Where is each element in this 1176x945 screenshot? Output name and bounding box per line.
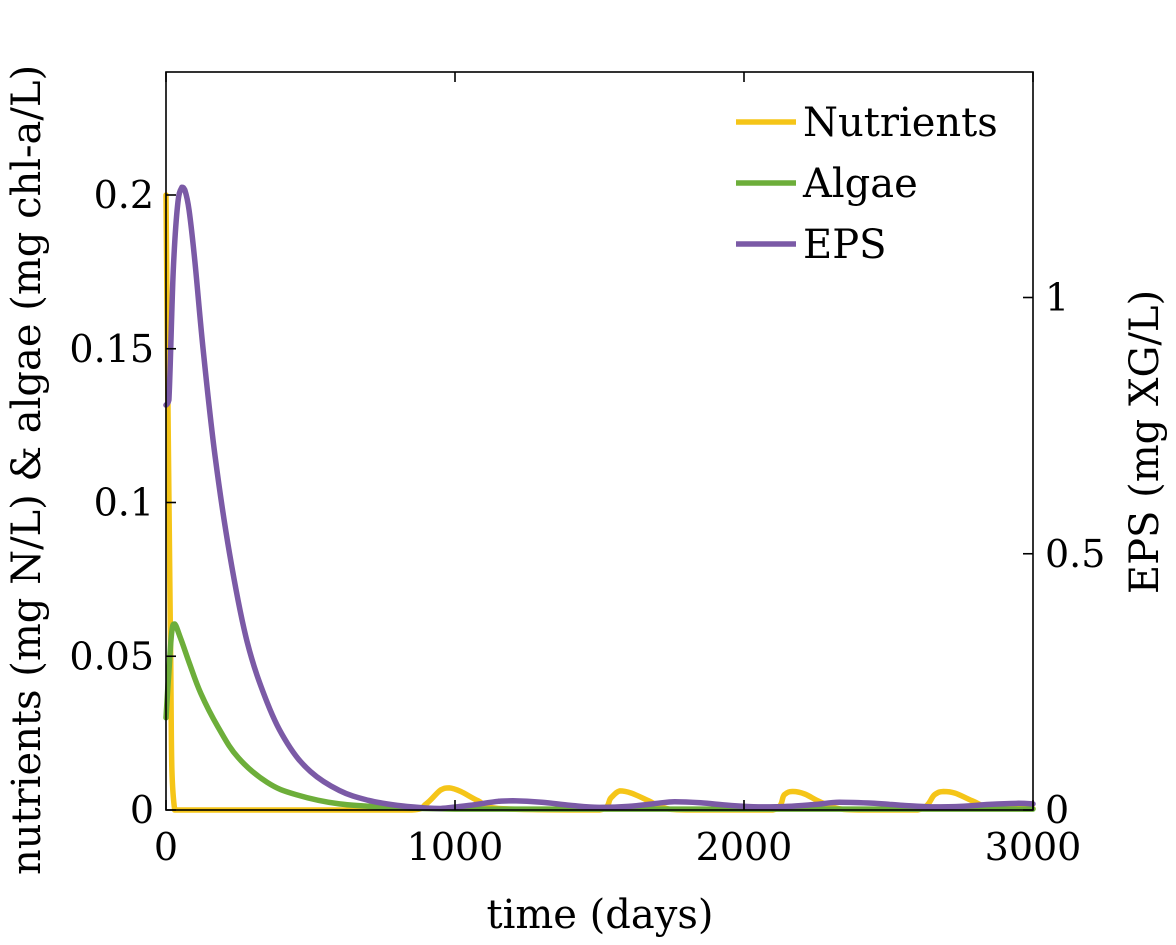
x-axis-ticks: 0 1000 2000 3000 <box>154 72 1081 869</box>
x-tick-label: 2000 <box>696 825 793 869</box>
right-y-tick-label: 0 <box>1045 788 1069 832</box>
left-y-tick-label: 0 <box>130 788 154 832</box>
right-y-tick-label: 0.5 <box>1045 532 1105 576</box>
left-y-axis-ticks: 0 0.05 0.1 0.15 0.2 <box>69 173 176 832</box>
right-y-axis-ticks: 00.51 <box>1023 276 1105 832</box>
series-line-eps <box>163 184 1036 812</box>
x-tick-label: 0 <box>154 825 178 869</box>
series-layer <box>163 184 1036 813</box>
legend-label-eps: EPS <box>803 222 887 268</box>
left-y-tick-label: 0.05 <box>69 634 154 678</box>
right-y-axis-label: EPS (mg XG/L) <box>1122 290 1168 594</box>
x-tick-label: 3000 <box>985 825 1082 869</box>
x-axis-label: time (days) <box>487 892 714 938</box>
right-y-tick-label: 1 <box>1045 276 1069 320</box>
plot-frame <box>165 71 1034 811</box>
left-y-axis-label: nutrients (mg N/L) & algae (mg chl-a/L) <box>4 65 50 875</box>
left-y-tick-label: 0.2 <box>94 173 154 217</box>
left-y-tick-label: 0.1 <box>94 481 154 525</box>
legend-label-nutrients: Nutrients <box>803 100 998 146</box>
legend-label-algae: Algae <box>802 161 918 207</box>
series-line-nutrients <box>163 192 1036 813</box>
legend: Nutrients Algae EPS <box>736 100 998 268</box>
left-y-tick-label: 0.15 <box>69 327 154 371</box>
x-tick-label: 1000 <box>407 825 504 869</box>
series-line-algae <box>163 621 1036 812</box>
